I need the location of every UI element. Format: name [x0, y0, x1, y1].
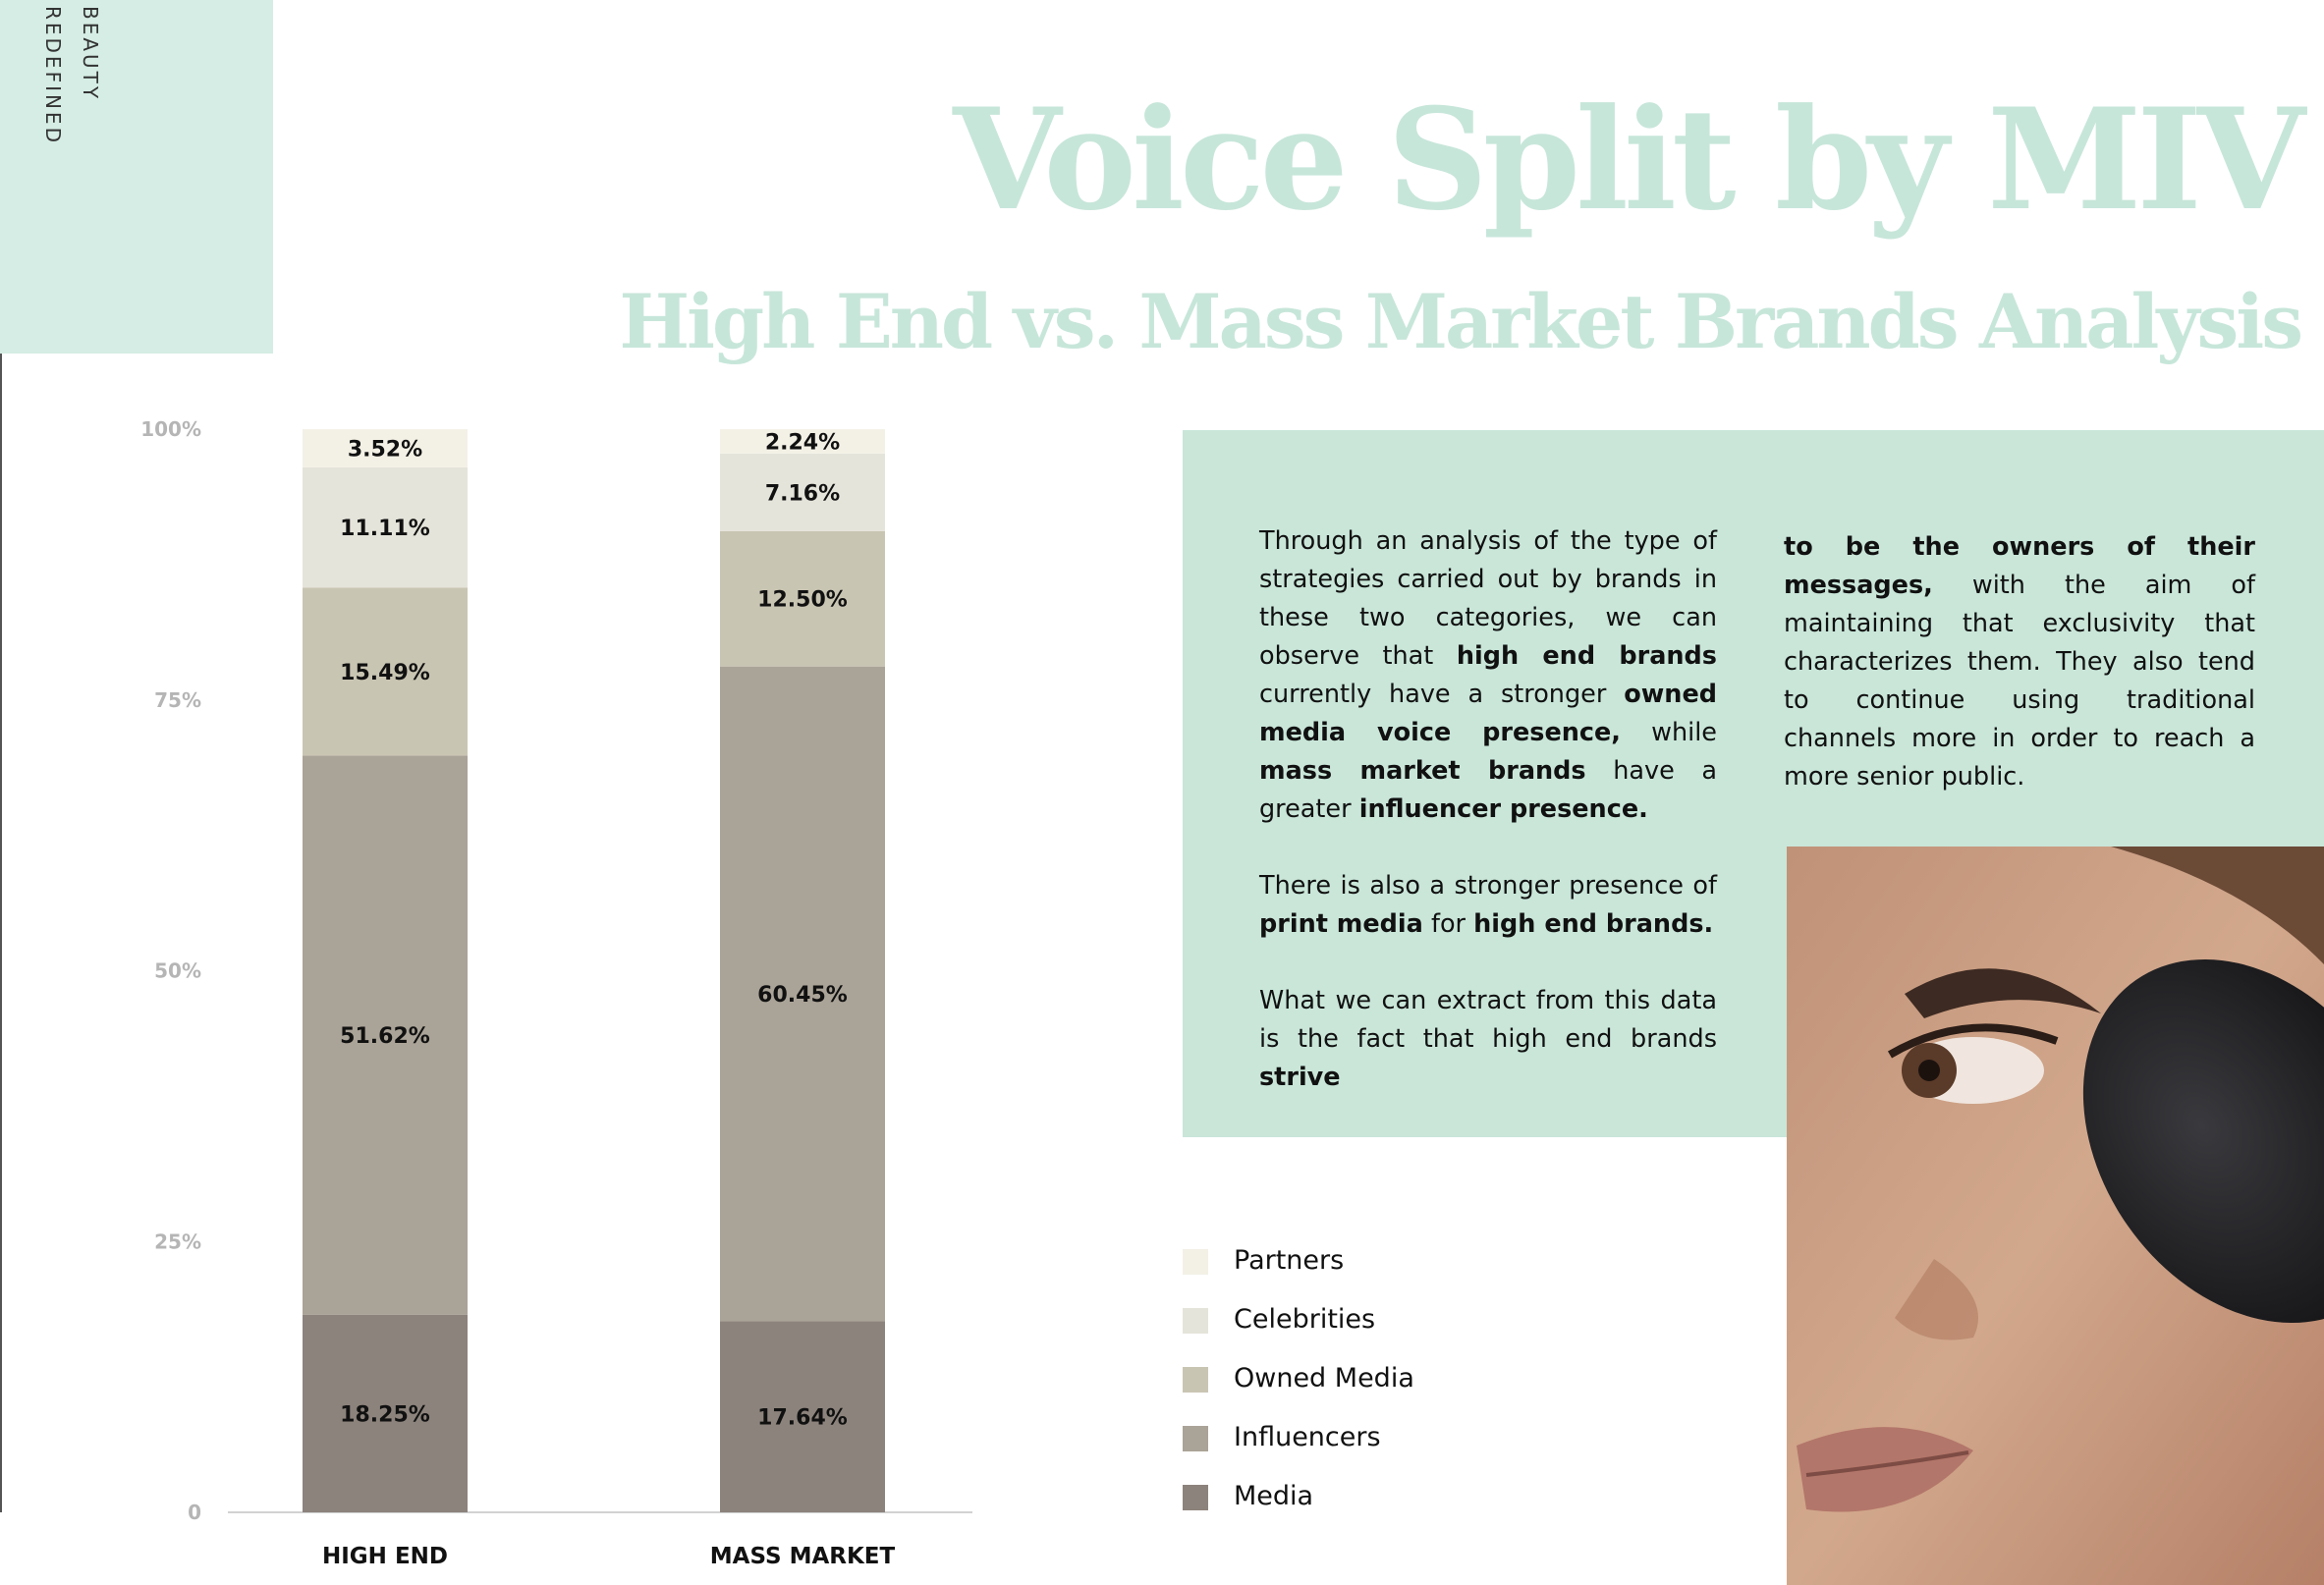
legend-label: Influencers	[1234, 1422, 1381, 1452]
body-text: for	[1422, 909, 1474, 939]
data-label: 15.49%	[340, 661, 430, 685]
analysis-paragraph: to be the owners of their messages, with…	[1784, 528, 2255, 796]
emphasis-text: high end brands.	[1473, 909, 1714, 939]
data-label: 17.64%	[757, 1406, 848, 1431]
legend-label: Media	[1234, 1481, 1314, 1511]
emphasis-text: strive	[1259, 1063, 1341, 1092]
y-tick-label: 100%	[140, 417, 201, 441]
x-category-label: MASS MARKET	[710, 1544, 896, 1569]
legend-swatch	[1183, 1485, 1208, 1510]
bar-segment	[720, 666, 885, 1322]
legend-label: Owned Media	[1234, 1363, 1414, 1394]
bar-segment	[720, 1321, 885, 1512]
data-label: 11.11%	[340, 517, 430, 541]
stacked-bar-chart: 0 25% 50% 75% 100% 18.25% 51.62% 15.49% 11.11% 3.…	[140, 417, 972, 1569]
body-text: currently have a stronger	[1259, 680, 1625, 709]
data-label: 3.52%	[348, 438, 422, 463]
analysis-paragraph: What we can extract from this data is th…	[1259, 982, 1717, 1097]
legend-swatch	[1183, 1308, 1208, 1334]
analysis-panel: Through an analysis of the type of strat…	[1183, 430, 2324, 1137]
y-tick-label: 75%	[154, 688, 201, 712]
brand-panel: BEAUTY REDEFINED	[0, 0, 273, 354]
analysis-paragraph: Through an analysis of the type of strat…	[1259, 522, 1717, 829]
bar-segment	[303, 1314, 468, 1512]
emphasis-text: print media	[1259, 909, 1423, 939]
page-subtitle: High End vs. Mass Market Brands Analysis	[619, 278, 2303, 365]
x-category-label: HIGH END	[322, 1544, 448, 1569]
emphasis-text: influencer presence.	[1358, 794, 1648, 824]
brand-line-2: REDEFINED	[41, 6, 65, 145]
emphasis-text: owned media voice presence,	[1259, 680, 1717, 747]
legend-label: Partners	[1234, 1245, 1345, 1276]
body-text: There is also a stronger presence of	[1259, 871, 1717, 901]
side-divider	[0, 354, 2, 1512]
analysis-text-right: to be the owners of their messages, with…	[1784, 528, 2255, 835]
body-text: What we can extract from this data is th…	[1259, 986, 1717, 1054]
data-label: 51.62%	[340, 1024, 430, 1049]
analysis-paragraph: There is also a stronger presence of pri…	[1259, 867, 1717, 944]
bar-segment	[720, 429, 885, 454]
legend-swatch	[1183, 1367, 1208, 1393]
data-label: 7.16%	[765, 481, 840, 506]
data-label: 2.24%	[765, 430, 840, 455]
emphasis-text: to be the owners of their messages,	[1784, 532, 2255, 600]
legend-swatch	[1183, 1249, 1208, 1275]
data-label: 60.45%	[757, 983, 848, 1008]
bar-segment	[303, 587, 468, 756]
y-tick-label: 50%	[154, 959, 201, 983]
legend-label: Celebrities	[1234, 1304, 1376, 1335]
body-text: with the aim of maintaining that exclusi…	[1784, 571, 2255, 792]
emphasis-text: mass market brands	[1259, 756, 1586, 786]
body-text: while	[1621, 718, 1717, 747]
bar-segment	[303, 755, 468, 1315]
bar-segment	[720, 453, 885, 531]
emphasis-text: high end brands	[1456, 641, 1717, 671]
body-text: Through an analysis of the type of strat…	[1259, 526, 1717, 671]
data-label: 12.50%	[757, 588, 848, 613]
analysis-text-left: Through an analysis of the type of strat…	[1259, 522, 1717, 1135]
bar-segment	[720, 530, 885, 667]
y-tick-label: 0	[188, 1501, 201, 1524]
data-label: 18.25%	[340, 1402, 430, 1427]
bar-segment	[303, 429, 468, 467]
model-photo	[1787, 847, 2324, 1585]
body-text: have a greater	[1259, 756, 1717, 824]
y-tick-label: 25%	[154, 1230, 201, 1253]
legend-swatch	[1183, 1426, 1208, 1451]
bar-segment	[303, 466, 468, 588]
brand-line-1: BEAUTY	[79, 6, 102, 102]
page-title: Voice Split by MIV	[953, 79, 2305, 242]
